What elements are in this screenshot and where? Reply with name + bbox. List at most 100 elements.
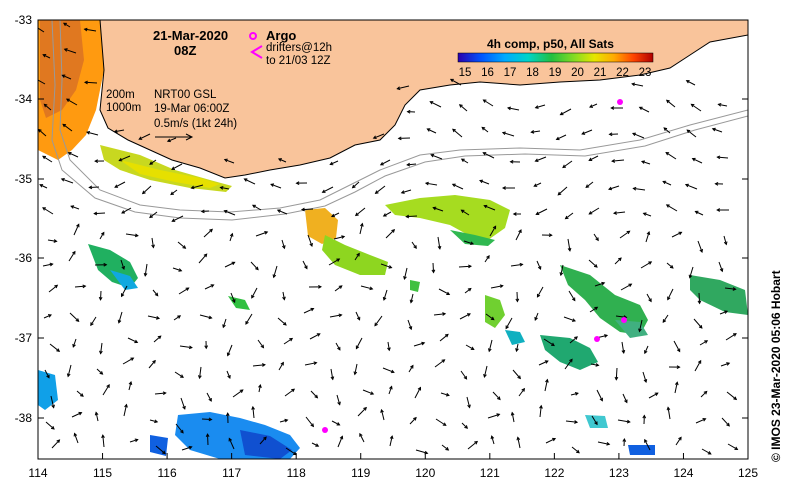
- current-arrow: [534, 156, 547, 163]
- current-arrow: [281, 239, 286, 250]
- current-arrow: [203, 228, 213, 238]
- current-arrow: [620, 283, 633, 291]
- current-arrow: [141, 185, 152, 195]
- current-arrow: [173, 315, 182, 321]
- current-arrow: [180, 397, 186, 410]
- current-arrow: [354, 207, 366, 217]
- current-arrow: [255, 231, 269, 237]
- current-arrow: [662, 314, 669, 324]
- current-arrow: [409, 293, 414, 304]
- current-arrow: [307, 234, 313, 248]
- current-arrow: [644, 438, 651, 451]
- current-arrow: [359, 432, 365, 443]
- current-arrow: [385, 229, 396, 239]
- current-arrow: [354, 252, 360, 261]
- current-arrow: [515, 343, 519, 353]
- current-arrow: [642, 212, 652, 217]
- current-arrow: [530, 130, 541, 134]
- current-arrow: [429, 101, 442, 108]
- current-arrow: [83, 27, 97, 32]
- current-arrow: [334, 285, 343, 292]
- current-arrow: [512, 212, 522, 216]
- current-arrow: [515, 291, 520, 303]
- current-arrow: [204, 340, 209, 350]
- current-arrow: [128, 380, 133, 391]
- current-arrow: [409, 416, 417, 425]
- current-arrow: [330, 212, 340, 218]
- current-arrow: [47, 239, 58, 243]
- y-tick-label: -37: [15, 331, 33, 345]
- current-arrow: [555, 134, 567, 141]
- current-arrow: [460, 370, 468, 380]
- current-arrow: [243, 178, 256, 185]
- current-arrow: [640, 160, 651, 165]
- colorbar-ticks: 15 16 17 18 19 20 21 22 23: [459, 67, 652, 79]
- current-arrow: [662, 180, 672, 186]
- time-label: 08Z: [174, 43, 196, 58]
- argo-float: [594, 336, 600, 342]
- current-arrow: [694, 359, 702, 372]
- current-arrow: [277, 158, 287, 163]
- current-arrow: [545, 437, 557, 444]
- current-arrow: [337, 435, 344, 448]
- colorbar-tick-label: 23: [639, 67, 652, 79]
- current-arrow: [406, 109, 416, 114]
- current-arrow: [438, 288, 451, 296]
- current-arrow: [174, 371, 184, 378]
- current-arrow: [118, 155, 131, 162]
- current-arrow: [66, 364, 72, 378]
- drifters-label-2: to 21/03 12Z: [266, 55, 331, 67]
- current-arrow: [688, 266, 694, 279]
- credit-label: © IMOS 23-Mar-2020 05:06 Hobart: [769, 270, 783, 462]
- current-arrow: [38, 27, 45, 33]
- current-vectors: [38, 22, 739, 456]
- current-arrow: [559, 108, 572, 116]
- current-arrow: [374, 315, 383, 327]
- current-arrow: [693, 318, 703, 329]
- current-arrow: [102, 384, 110, 396]
- x-tick-label: 122: [544, 466, 564, 480]
- current-arrow: [113, 129, 125, 134]
- current-arrow: [720, 362, 731, 367]
- current-arrow: [72, 338, 77, 348]
- current-arrow: [382, 211, 392, 217]
- current-arrow: [284, 388, 296, 397]
- current-arrow: [245, 313, 253, 325]
- current-arrow: [535, 208, 548, 215]
- current-arrow: [479, 179, 490, 185]
- plot-frame: [37, 19, 749, 460]
- current-arrow: [407, 319, 413, 331]
- current-arrow: [562, 160, 573, 169]
- current-arrow: [190, 184, 204, 190]
- current-arrow: [355, 337, 363, 350]
- current-arrow: [329, 313, 343, 318]
- current-arrow: [232, 389, 244, 398]
- current-arrow: [482, 152, 495, 159]
- current-arrow: [224, 261, 236, 268]
- x-tick-label: 121: [480, 466, 500, 480]
- current-arrow: [597, 441, 611, 446]
- current-arrow: [333, 235, 346, 240]
- current-arrow: [382, 367, 395, 374]
- current-arrow: [714, 181, 724, 186]
- current-arrow: [272, 265, 278, 279]
- current-arrow: [614, 367, 619, 381]
- current-arrow: [270, 183, 282, 189]
- current-arrow: [388, 385, 393, 395]
- current-arrow: [335, 342, 341, 351]
- current-arrow: [516, 436, 521, 449]
- current-arrow: [648, 392, 659, 399]
- current-arrow: [564, 358, 573, 370]
- current-arrow: [331, 420, 341, 426]
- current-arrow: [465, 344, 475, 350]
- current-arrow: [387, 341, 391, 352]
- current-arrow: [484, 255, 490, 263]
- current-arrow: [43, 103, 52, 111]
- current-arrow: [612, 211, 626, 215]
- current-arrow: [544, 378, 549, 392]
- current-arrow: [42, 54, 51, 59]
- current-arrow: [408, 364, 414, 373]
- current-arrow: [589, 103, 598, 108]
- current-arrow: [567, 238, 572, 252]
